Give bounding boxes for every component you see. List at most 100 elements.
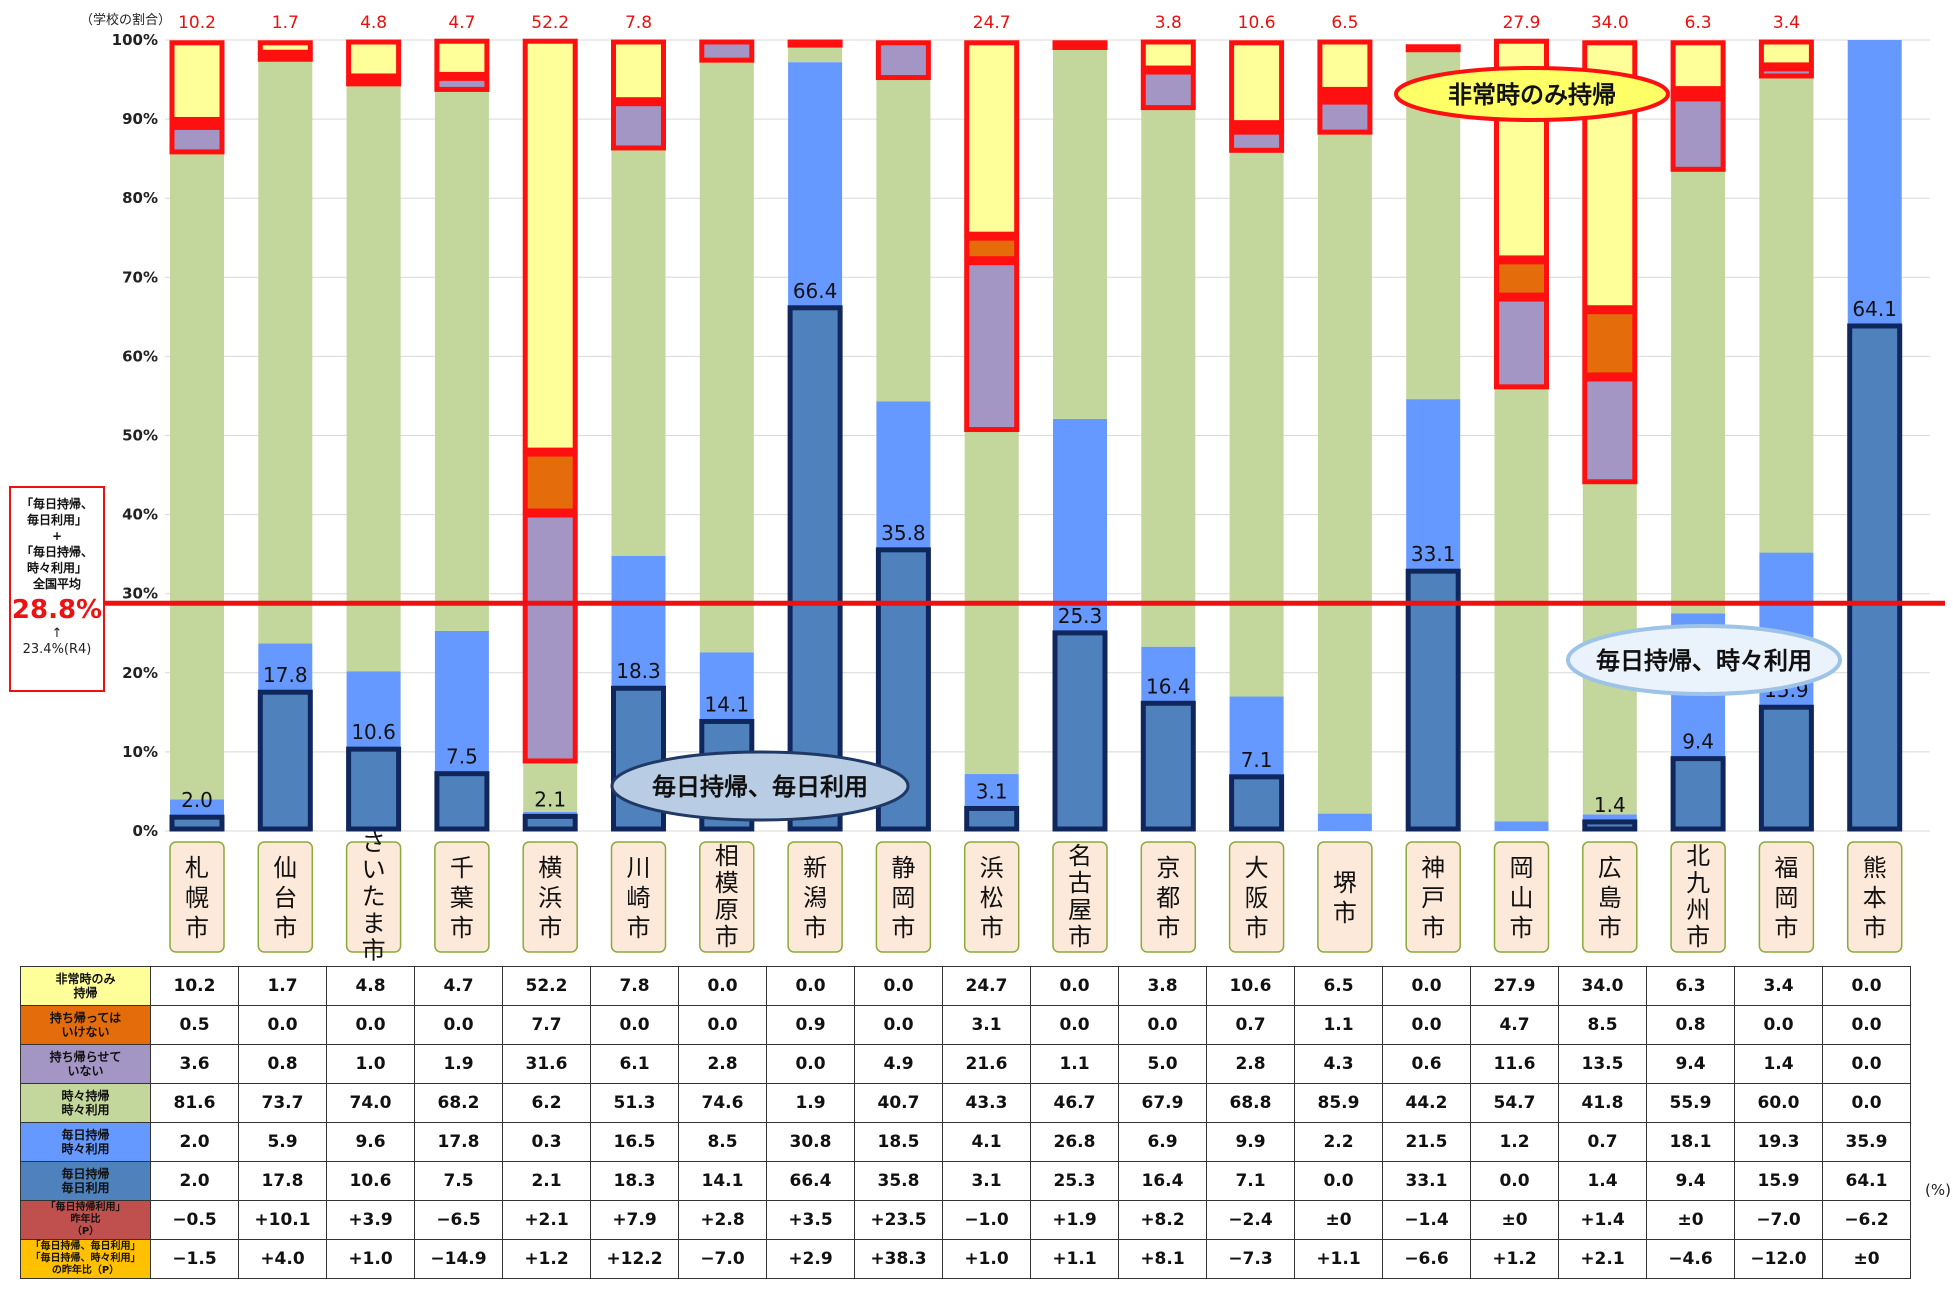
- bar-outline-red: [1140, 69, 1196, 111]
- table-cell: +7.9: [590, 1200, 679, 1240]
- table-cell: −6.2: [1822, 1200, 1911, 1240]
- table-cell: 1.2: [1470, 1122, 1559, 1162]
- table-cell: 1.4: [1558, 1161, 1647, 1201]
- table-cell: −7.3: [1206, 1239, 1295, 1279]
- bar-segment: [170, 125, 224, 154]
- bar-segment: [434, 771, 489, 831]
- table-cell: 1.9: [766, 1083, 855, 1123]
- avg-box-arrow: ↑: [51, 626, 63, 641]
- bar-outline-daily: [964, 805, 1020, 832]
- bar-segment: [346, 747, 401, 831]
- table-cell: 0.0: [326, 1005, 415, 1045]
- bar-segment: [346, 671, 401, 748]
- bar-outline-red: [522, 512, 578, 764]
- bar-outline-daily: [346, 746, 402, 832]
- callout-ellipse: [1394, 66, 1670, 122]
- city-label-char: 市: [1686, 923, 1710, 951]
- bar-outline-red: [1494, 38, 1549, 261]
- bar-segment: [1494, 821, 1549, 831]
- bar-outline-red: [1670, 40, 1726, 92]
- bar-segment: [1141, 40, 1196, 71]
- table-cell: +38.3: [854, 1239, 943, 1279]
- bar-outline-red: [522, 38, 578, 453]
- table-cell: 0.0: [1030, 966, 1119, 1006]
- table-cell: +8.1: [1118, 1239, 1207, 1279]
- table-cell: +2.1: [502, 1200, 591, 1240]
- bar-segment: [346, 85, 401, 672]
- table-cell: 21.5: [1382, 1122, 1471, 1162]
- bar-segment: [1406, 569, 1461, 831]
- table-cell: −6.6: [1382, 1239, 1471, 1279]
- bar-segment: [611, 149, 666, 556]
- table-cell: 0.7: [1558, 1122, 1647, 1162]
- bar-outline-daily: [787, 305, 843, 832]
- table-cell: 21.6: [942, 1044, 1031, 1084]
- table-cell: +4.0: [238, 1239, 327, 1279]
- city-label-char: 市: [1245, 914, 1269, 942]
- table-row: 毎日持帰 毎日利用 2.0 17.8 10.6 7.5 2.1 18.3 14.1 66.4 35.…: [20, 1161, 1911, 1201]
- bar-outline-daily: [1847, 323, 1903, 832]
- bar-outline-red: [1758, 39, 1814, 68]
- row-header-line: 「毎日持帰、毎日利用」: [30, 1241, 141, 1252]
- bar-outline-daily: [1052, 630, 1108, 832]
- national-average-box: 「毎日持帰、 毎日利用」 + 「毎日持帰、 時々利用」 全国平均 28.8% ↑…: [9, 486, 105, 692]
- table-cell: +1.2: [1470, 1239, 1559, 1279]
- table-cell: 27.9: [1470, 966, 1559, 1006]
- table-cell: 0.0: [1822, 1005, 1911, 1045]
- table-cell: 18.1: [1646, 1122, 1735, 1162]
- y-tick-label: 70%: [122, 268, 158, 286]
- bar-segment: [1847, 40, 1902, 324]
- bar-segment: [1759, 705, 1814, 831]
- bar-outline-red: [257, 40, 313, 55]
- bar-value-label: 3.1: [976, 779, 1008, 803]
- bar-segment: [699, 40, 754, 63]
- city-label-box: [1846, 841, 1903, 953]
- table-cell: 0.0: [1030, 1005, 1119, 1045]
- table-cell: 8.5: [1558, 1005, 1647, 1045]
- top-value-label: 6.3: [1685, 13, 1712, 33]
- avg-box-line4: 「毎日持帰、: [20, 545, 93, 559]
- bar-segment: [1229, 40, 1284, 125]
- city-label-char: 崎: [627, 884, 651, 912]
- table-cell: 0.8: [1646, 1005, 1735, 1045]
- city-label-char: い: [362, 856, 386, 884]
- table-cell: 10.6: [1206, 966, 1295, 1006]
- city-label-char: 市: [1068, 923, 1092, 951]
- avg-box-value: 28.8%: [11, 595, 103, 625]
- city-labels: 札幌市仙台市さいたま市千葉市横浜市川崎市相模原市新潟市静岡市浜松市名古屋市京都市…: [169, 829, 1903, 965]
- table-cell: 7.7: [502, 1005, 591, 1045]
- city-label-char: 市: [362, 937, 386, 965]
- city-label-char: 山: [1510, 884, 1534, 912]
- bar-segment: [1671, 40, 1726, 91]
- bar-value-label: 1.4: [1594, 793, 1626, 817]
- city-label-char: 千: [450, 854, 474, 882]
- row-header-line: いない: [67, 1064, 104, 1078]
- table-row: 持ち帰らせて いない 3.6 0.8 1.0 1.9 31.6 6.1 2.8 0.0 4.9 21.…: [20, 1044, 1911, 1084]
- bar-segment: [523, 812, 578, 815]
- table-cell: 31.6: [502, 1044, 591, 1084]
- table-cell: 30.8: [766, 1122, 855, 1162]
- table-cell: −0.5: [150, 1200, 239, 1240]
- table-cell: 34.0: [1558, 966, 1647, 1006]
- bar-segment: [1494, 259, 1549, 298]
- city-label-char: 広: [1598, 854, 1622, 882]
- top-value-label: 3.4: [1773, 13, 1800, 33]
- table-cell: 74.0: [326, 1083, 415, 1123]
- avg-box-line2: 毎日利用」: [26, 513, 87, 527]
- table-cell: 51.3: [590, 1083, 679, 1123]
- row-header-line: 「毎日持帰、時々利用」: [30, 1253, 141, 1264]
- table-row-header: 「毎日持帰、毎日利用」 「毎日持帰、時々利用」 の昨年比（P）: [20, 1239, 151, 1279]
- city-label-box: [1140, 841, 1197, 953]
- table-cell: 11.6: [1470, 1044, 1559, 1084]
- table-cell: 1.1: [1294, 1005, 1383, 1045]
- y-tick-label: 10%: [122, 743, 158, 761]
- bar-value-label: 66.4: [793, 279, 838, 303]
- table-cell: +1.4: [1558, 1200, 1647, 1240]
- city-label-char: 台: [273, 884, 297, 912]
- table-row: 持ち帰っては いけない 0.5 0.0 0.0 0.0 7.7 0.0 0.0 0.9 0.0 3.1…: [20, 1005, 1911, 1045]
- table-cell: 18.5: [854, 1122, 943, 1162]
- city-label-char: 古: [1068, 869, 1092, 897]
- table-cell: +3.5: [766, 1200, 855, 1240]
- row-header-line: 持帰: [73, 986, 98, 1000]
- table-cell: +8.2: [1118, 1200, 1207, 1240]
